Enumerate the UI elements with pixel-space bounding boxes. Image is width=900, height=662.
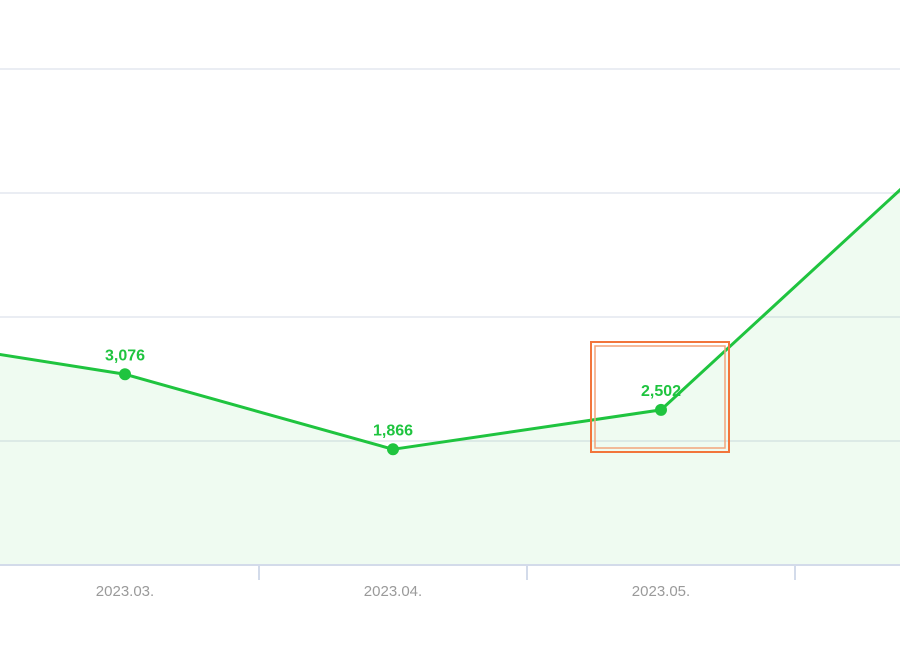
x-tick-label: 2023.03.: [96, 583, 154, 600]
area: [0, 189, 900, 565]
highlight-box: [590, 341, 730, 453]
value-label: 1,866: [373, 423, 413, 440]
value-label: 2,502: [641, 383, 681, 400]
labels: 2023.03.2023.04.2023.05.2023.06.3,0761,8…: [96, 348, 900, 600]
x-tick-label: 2023.04.: [364, 583, 422, 600]
value-label: 3,076: [105, 348, 145, 365]
point: [119, 368, 131, 381]
highlight-box-inner: [594, 345, 726, 449]
x-tick-label: 2023.05.: [632, 583, 690, 600]
point: [655, 403, 667, 416]
point: [387, 443, 399, 456]
plot: [0, 187, 900, 565]
